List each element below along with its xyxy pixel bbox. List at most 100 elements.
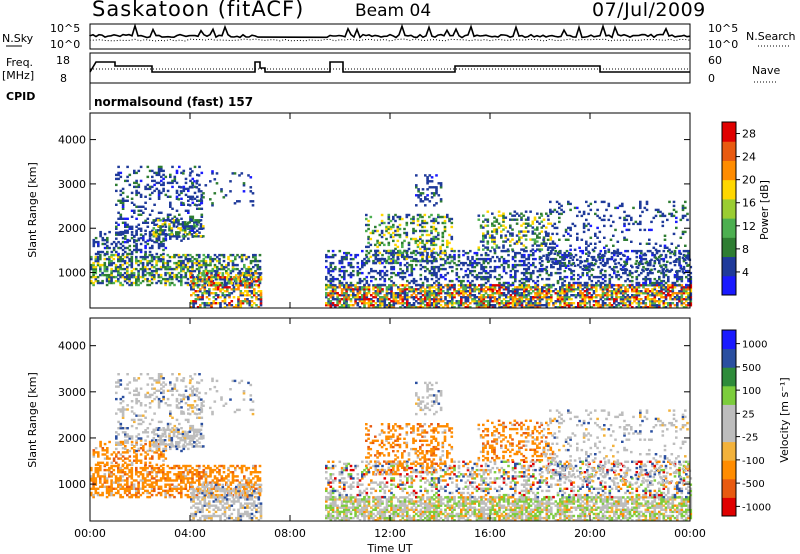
power-cell — [172, 221, 176, 224]
power-cell — [195, 219, 198, 222]
power-cell — [255, 304, 258, 307]
power-cell — [378, 233, 382, 237]
power-cell — [193, 225, 196, 228]
power-cell — [671, 281, 675, 285]
power-cell — [523, 249, 526, 253]
power-cell — [553, 246, 557, 249]
power-cell — [424, 288, 427, 291]
power-cell — [624, 290, 627, 293]
power-cell — [554, 306, 558, 309]
power-cell — [159, 227, 162, 230]
station-title: Saskatoon (fitACF) — [92, 0, 305, 21]
power-cell — [407, 243, 411, 247]
power-cell — [150, 263, 154, 267]
power-data-cells — [90, 165, 693, 309]
power-cell — [520, 242, 523, 245]
power-cell — [218, 259, 221, 263]
power-cell — [480, 306, 483, 309]
power-cell — [658, 281, 661, 285]
power-cell — [392, 302, 396, 305]
power-cell — [244, 272, 247, 275]
power-cell — [150, 269, 154, 273]
power-cell — [376, 283, 380, 287]
power-cell — [616, 254, 620, 257]
power-cell — [446, 213, 449, 217]
power-cell — [610, 275, 614, 279]
power-cell — [257, 284, 261, 287]
power-cell — [570, 302, 573, 305]
power-cell — [667, 290, 670, 293]
power-cell — [105, 275, 109, 279]
power-cell — [424, 198, 427, 201]
power-cell — [428, 304, 432, 307]
power-cell — [248, 294, 252, 297]
power-cell — [103, 238, 107, 242]
power-cell — [173, 261, 176, 265]
power-cell — [210, 302, 213, 305]
power-cell — [651, 271, 654, 275]
power-cell — [687, 284, 690, 287]
power-cell — [432, 219, 436, 223]
power-cell — [325, 283, 328, 287]
power-cell — [193, 185, 197, 189]
power-cell — [484, 251, 488, 255]
power-cell — [399, 296, 402, 299]
power-cell — [181, 225, 185, 228]
power-cell — [372, 288, 375, 291]
power-cell — [653, 294, 657, 297]
power-cell — [166, 259, 170, 263]
power-cell — [343, 251, 346, 255]
power-cell — [498, 288, 501, 291]
power-cell — [658, 306, 661, 309]
power-cell — [401, 284, 405, 287]
power-cell — [392, 259, 396, 263]
power-cell — [153, 240, 156, 244]
power-cell — [551, 210, 555, 213]
power-cell — [412, 251, 415, 255]
power-cell — [416, 213, 420, 217]
power-cell — [148, 267, 152, 271]
power-cell — [153, 183, 156, 187]
power-cell — [484, 304, 488, 307]
power-cell — [180, 261, 183, 265]
power-cell — [464, 300, 468, 303]
power-cell — [126, 229, 129, 232]
power-cell — [200, 215, 204, 218]
power-cell — [171, 277, 174, 281]
power-cell — [367, 259, 371, 263]
power-cell — [610, 257, 614, 261]
power-cell — [231, 267, 235, 271]
power-cell — [193, 223, 196, 226]
power-cell — [678, 283, 681, 287]
power-cell — [556, 300, 560, 303]
power-cell — [117, 171, 120, 175]
power-cell — [182, 237, 186, 240]
power-cell — [536, 228, 539, 231]
power-cell — [551, 246, 554, 249]
power-cell — [682, 267, 686, 271]
power-cell — [644, 290, 648, 293]
power-cell — [153, 223, 156, 226]
power-cell — [259, 302, 263, 305]
power-cell — [103, 261, 107, 265]
power-cell — [166, 263, 170, 267]
power-cell — [496, 284, 499, 287]
power-cell — [189, 197, 192, 200]
power-cell — [379, 271, 382, 275]
power-cell — [408, 286, 411, 289]
power-cell — [141, 279, 145, 283]
power-cell — [561, 281, 564, 285]
power-cell — [412, 237, 415, 241]
power-cell — [649, 269, 652, 273]
power-cell — [622, 265, 625, 269]
power-cell — [419, 288, 423, 291]
power-cell — [446, 288, 450, 291]
power-cell — [603, 246, 606, 249]
power-cell — [444, 304, 447, 307]
power-cell — [623, 254, 626, 257]
power-cell — [676, 292, 679, 295]
power-cell — [97, 244, 100, 248]
power-cell — [655, 290, 659, 293]
power-cell — [518, 300, 522, 303]
power-cell — [525, 298, 528, 301]
